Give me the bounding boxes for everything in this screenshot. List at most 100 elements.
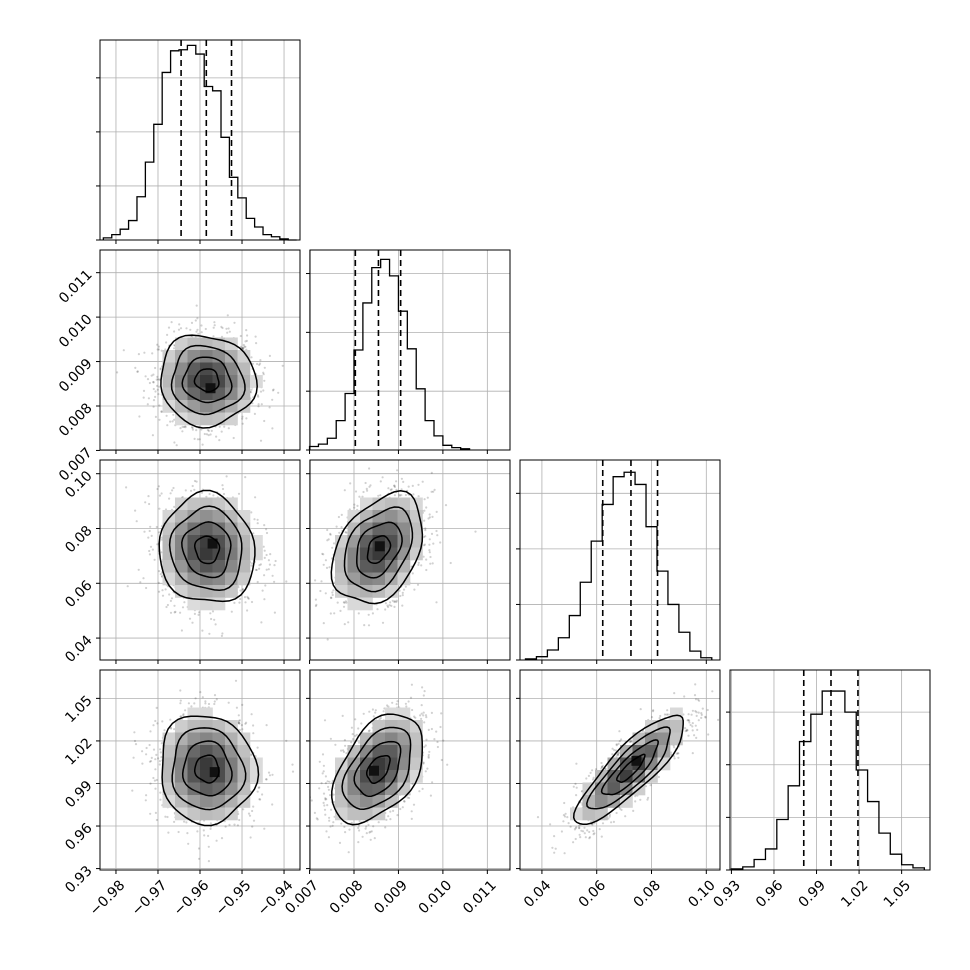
marginal-panel-2 xyxy=(516,459,721,664)
y-tick-label: 0.08 xyxy=(62,523,95,556)
scatter-point xyxy=(159,367,162,370)
scatter-point xyxy=(588,837,591,840)
scatter-point xyxy=(230,610,233,613)
joint-panel-0-2 xyxy=(96,459,301,664)
scatter-point xyxy=(342,605,346,608)
scatter-point xyxy=(639,708,642,711)
scatter-point xyxy=(159,748,162,751)
scatter-point xyxy=(444,504,448,507)
scatter-point xyxy=(368,729,371,732)
scatter-point xyxy=(213,618,216,621)
density-cell xyxy=(200,720,213,733)
density-cell xyxy=(175,375,188,388)
scatter-point xyxy=(403,800,406,803)
scatter-point xyxy=(560,830,564,833)
scatter-point xyxy=(402,480,405,483)
scatter-point xyxy=(601,822,605,825)
scatter-point xyxy=(173,611,176,614)
scatter-point xyxy=(191,621,194,624)
scatter-point xyxy=(244,722,247,725)
scatter-point xyxy=(351,738,355,741)
scatter-point xyxy=(257,403,260,406)
scatter-point xyxy=(393,494,396,497)
density-cell xyxy=(175,782,188,796)
scatter-point xyxy=(395,600,398,604)
density-cell xyxy=(360,795,373,808)
scatter-point xyxy=(396,469,399,472)
scatter-point xyxy=(436,534,439,537)
histogram-step xyxy=(524,471,713,660)
scatter-point xyxy=(365,487,368,490)
scatter-point xyxy=(323,719,327,722)
scatter-point xyxy=(244,345,247,348)
density-cell xyxy=(200,795,213,808)
scatter-point xyxy=(147,536,150,539)
scatter-point xyxy=(711,690,714,693)
scatter-point xyxy=(417,561,420,564)
scatter-point xyxy=(134,509,137,512)
scatter-point xyxy=(588,830,591,834)
scatter-point xyxy=(149,525,152,528)
scatter-point xyxy=(168,497,171,500)
scatter-point xyxy=(405,705,408,708)
density-cell xyxy=(175,795,188,808)
scatter-point xyxy=(262,389,265,392)
scatter-point xyxy=(618,751,621,754)
x-tick-label: 0.96 xyxy=(753,877,786,910)
scatter-point xyxy=(244,340,247,343)
scatter-point xyxy=(271,773,274,776)
y-tick-label: 0.04 xyxy=(62,632,95,665)
scatter-point xyxy=(575,826,578,829)
scatter-point xyxy=(254,335,257,338)
scatter-point xyxy=(574,782,577,786)
density-cell xyxy=(360,510,373,523)
scatter-point xyxy=(340,526,343,529)
scatter-point xyxy=(353,506,356,509)
density-cell xyxy=(187,412,201,426)
density-cell xyxy=(237,572,251,586)
scatter-point xyxy=(271,389,275,392)
scatter-point xyxy=(326,539,329,542)
scatter-point xyxy=(344,744,347,747)
scatter-point xyxy=(160,492,163,495)
scatter-point xyxy=(320,782,323,785)
scatter-point xyxy=(332,542,336,545)
scatter-point xyxy=(188,617,192,620)
scatter-point xyxy=(227,427,230,430)
scatter-point xyxy=(241,703,244,707)
scatter-point xyxy=(236,824,239,827)
scatter-point xyxy=(324,775,327,778)
scatter-point xyxy=(387,605,390,609)
scatter-point xyxy=(400,488,403,491)
panel-frame xyxy=(99,249,301,451)
contour-line xyxy=(193,754,220,784)
scatter-point xyxy=(133,731,136,734)
scatter-point xyxy=(393,600,396,603)
scatter-point xyxy=(150,534,153,538)
scatter-point xyxy=(370,830,373,833)
panel-frame xyxy=(729,669,931,871)
scatter-point xyxy=(150,374,153,377)
scatter-point xyxy=(567,822,570,825)
scatter-point xyxy=(435,601,438,604)
scatter-point xyxy=(241,728,244,731)
scatter-point xyxy=(166,603,169,607)
scatter-point xyxy=(686,719,689,722)
scatter-point xyxy=(365,825,368,828)
scatter-point xyxy=(240,724,243,727)
scatter-point xyxy=(256,362,259,366)
scatter-point xyxy=(611,747,614,750)
scatter-point xyxy=(207,834,210,838)
density-cell xyxy=(360,560,373,573)
scatter-point xyxy=(170,727,173,730)
scatter-point xyxy=(392,809,395,813)
scatter-point xyxy=(391,701,394,704)
contour-line xyxy=(572,714,684,825)
density-cell xyxy=(237,782,251,796)
scatter-point xyxy=(322,553,325,556)
scatter-point xyxy=(700,712,703,715)
scatter-point xyxy=(322,622,325,625)
scatter-point xyxy=(215,698,218,701)
scatter-point xyxy=(431,562,434,565)
scatter-point xyxy=(354,734,357,738)
